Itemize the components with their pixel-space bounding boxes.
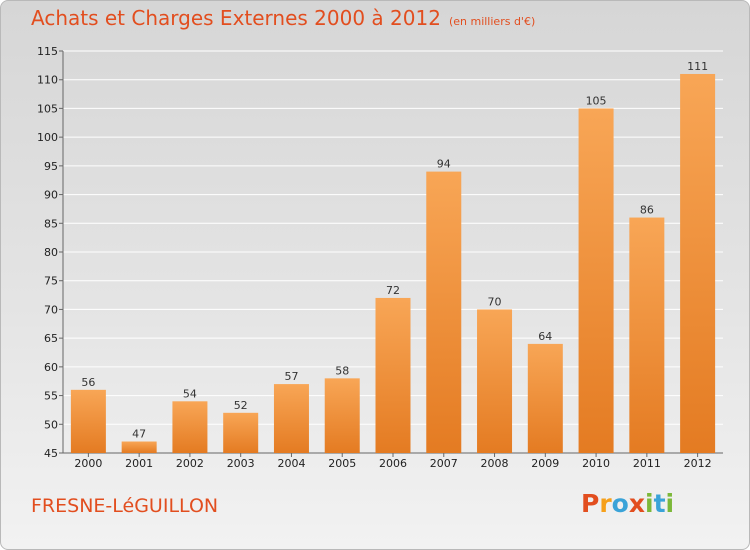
x-tick-label: 2003 [227, 457, 255, 470]
logo-letter: r [599, 489, 612, 518]
bar-2005 [324, 378, 360, 453]
logo-letter: i [665, 489, 675, 518]
y-tick-label: 110 [37, 74, 58, 87]
data-label: 94 [437, 158, 451, 171]
y-tick-label: 100 [37, 131, 58, 144]
data-label: 86 [640, 204, 654, 217]
data-label: 56 [81, 376, 95, 389]
x-tick-label: 2001 [125, 457, 153, 470]
x-tick-label: 2004 [277, 457, 305, 470]
bar-2001 [121, 441, 157, 453]
chart-title: Achats et Charges Externes 2000 à 2012 (e… [31, 6, 535, 30]
y-tick-label: 45 [44, 447, 58, 460]
data-label: 58 [335, 364, 349, 377]
x-tick-label: 2005 [328, 457, 356, 470]
logo-letter: P [581, 489, 600, 518]
proxiti-logo: Proxiti [581, 489, 674, 518]
bar-2008 [477, 309, 513, 453]
x-tick-label: 2012 [684, 457, 712, 470]
bar-2000 [70, 389, 106, 453]
bar-2010 [578, 108, 614, 453]
y-tick-label: 80 [44, 246, 58, 259]
bar-2009 [527, 343, 563, 453]
place-name: FRESNE-LéGUILLON [31, 495, 219, 517]
x-tick-label: 2002 [176, 457, 204, 470]
x-tick-label: 2006 [379, 457, 407, 470]
x-tick-label: 2000 [74, 457, 102, 470]
x-tick-label: 2011 [633, 457, 661, 470]
x-tick-label: 2007 [430, 457, 458, 470]
y-tick-label: 105 [37, 102, 58, 115]
data-label: 52 [234, 399, 248, 412]
logo-letter: t [653, 489, 666, 518]
logo-letter: i [645, 489, 654, 518]
y-tick-label: 70 [44, 303, 58, 316]
data-labels: 56 47 54 52 57 58 72 94 70 64 105 86 111 [81, 60, 708, 441]
bar-2011 [629, 217, 665, 453]
data-label: 105 [586, 94, 607, 107]
y-tick-label: 95 [44, 160, 58, 173]
y-tick-label: 85 [44, 217, 58, 230]
data-label: 111 [687, 60, 708, 73]
bars [70, 73, 716, 453]
bar-2007 [426, 171, 462, 453]
x-tick-label: 2008 [481, 457, 509, 470]
data-label: 70 [488, 295, 502, 308]
bar-2002 [172, 401, 208, 453]
data-label: 64 [538, 330, 552, 343]
data-label: 54 [183, 387, 197, 400]
x-tick-label: 2009 [531, 457, 559, 470]
bar-2006 [375, 297, 411, 453]
y-tick-label: 65 [44, 332, 58, 345]
y-tick-label: 60 [44, 361, 58, 374]
logo-letter: x [628, 489, 645, 518]
y-tick-label: 50 [44, 418, 58, 431]
bar-2012 [680, 73, 716, 453]
y-tick-label: 115 [37, 45, 58, 58]
chart-title-text: Achats et Charges Externes 2000 à 2012 [31, 6, 441, 30]
data-label: 47 [132, 428, 146, 441]
chart-unit: (en milliers d'€) [448, 15, 536, 28]
bar-2004 [273, 384, 309, 453]
logo-letter: o [611, 489, 629, 518]
y-tick-label: 55 [44, 390, 58, 403]
y-tick-label: 90 [44, 189, 58, 202]
y-tick-label: 75 [44, 275, 58, 288]
data-label: 57 [284, 370, 298, 383]
bar-2003 [223, 412, 259, 453]
data-label: 72 [386, 284, 400, 297]
x-tick-label: 2010 [582, 457, 610, 470]
